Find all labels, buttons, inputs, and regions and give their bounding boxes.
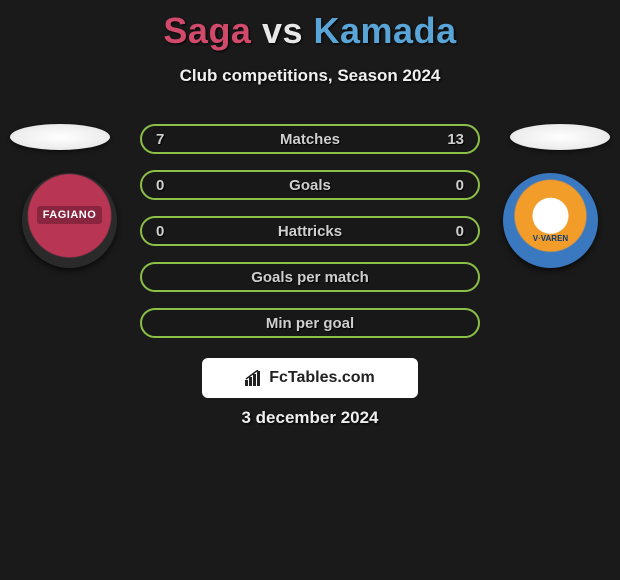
stat-row-min-per-goal: Min per goal — [140, 308, 480, 338]
player2-oval — [510, 124, 610, 150]
stat-label: Goals per match — [251, 269, 369, 286]
stat-left-value: 7 — [156, 131, 176, 148]
date: 3 december 2024 — [0, 408, 620, 428]
stat-left-value: 0 — [156, 223, 176, 240]
stats-panel: 7 Matches 13 0 Goals 0 0 Hattricks 0 Goa… — [140, 124, 480, 354]
player1-name: Saga — [163, 10, 251, 51]
stat-row-matches: 7 Matches 13 — [140, 124, 480, 154]
stat-row-hattricks: 0 Hattricks 0 — [140, 216, 480, 246]
stat-row-goals-per-match: Goals per match — [140, 262, 480, 292]
stat-label: Hattricks — [278, 223, 342, 240]
stat-label: Matches — [280, 131, 340, 148]
player1-club-badge: FAGIANO — [22, 173, 117, 268]
stat-right-value: 0 — [444, 223, 464, 240]
stat-left-value: 0 — [156, 177, 176, 194]
stat-label: Goals — [289, 177, 331, 194]
player2-club-badge: V·VAREN — [503, 173, 598, 268]
player1-oval — [10, 124, 110, 150]
player1-club-label: FAGIANO — [37, 206, 103, 224]
vs-separator: vs — [262, 10, 303, 51]
bar-chart-icon — [245, 370, 265, 386]
player2-name: Kamada — [314, 10, 457, 51]
stat-row-goals: 0 Goals 0 — [140, 170, 480, 200]
brand-link[interactable]: FcTables.com — [202, 358, 418, 398]
brand-text: FcTables.com — [269, 369, 375, 387]
player2-club-label: V·VAREN — [533, 234, 568, 243]
stat-label: Min per goal — [266, 315, 354, 332]
comparison-title: Saga vs Kamada — [0, 0, 620, 52]
stat-right-value: 0 — [444, 177, 464, 194]
stat-right-value: 13 — [444, 131, 464, 148]
subtitle: Club competitions, Season 2024 — [0, 66, 620, 86]
